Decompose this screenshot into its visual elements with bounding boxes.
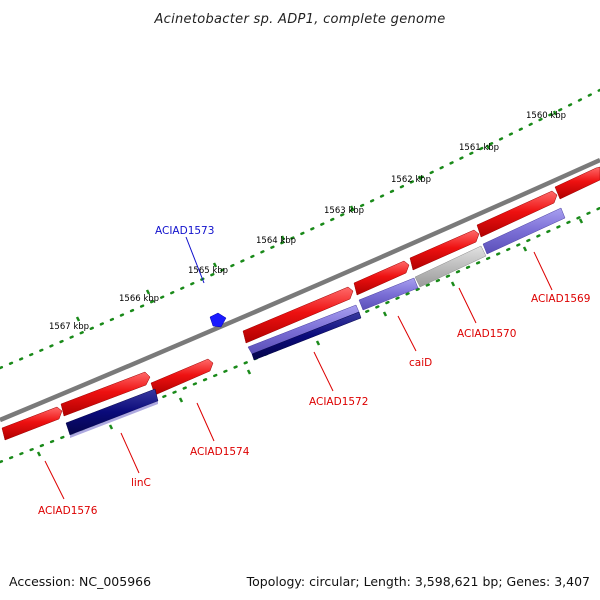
gene-label-linC[interactable]: linC: [131, 477, 151, 489]
gene-label-ACIAD1573[interactable]: ACIAD1573: [155, 225, 214, 237]
kbp-label: 1560 kbp: [526, 111, 566, 121]
gene-feature[interactable]: [1, 406, 63, 441]
gene-feature: [70, 401, 158, 438]
gene-label-caiD[interactable]: caiD: [409, 357, 432, 369]
gene-feature[interactable]: [482, 207, 566, 255]
outer-major-ticks: [75, 110, 558, 322]
gene-marker-ACIAD1573[interactable]: [209, 312, 227, 328]
kbp-label: 1565 kbp: [188, 266, 228, 276]
gene-labels: ACIAD1573 ACIAD1569 ACIAD1570 caiD ACIAD…: [38, 225, 590, 517]
gene-label-ACIAD1572[interactable]: ACIAD1572: [309, 396, 368, 408]
genome-summary-text: Topology: circular; Length: 3,598,621 bp…: [246, 574, 590, 589]
reverse-genes: [65, 207, 566, 438]
kbp-label: 1567 kbp: [49, 322, 89, 332]
gene-feature[interactable]: [358, 277, 419, 311]
gene-feature[interactable]: [414, 245, 487, 288]
gene-feature[interactable]: [242, 286, 354, 344]
gene-label-ACIAD1570[interactable]: ACIAD1570: [457, 328, 516, 340]
kbp-label: 1562 kbp: [391, 175, 431, 185]
kbp-labels: 1560 kbp 1561 kbp 1562 kbp 1563 kbp 1564…: [49, 111, 566, 332]
kbp-label: 1561 kbp: [459, 143, 499, 153]
gene-feature[interactable]: [60, 371, 151, 417]
map-title: Acinetobacter sp. ADP1, complete genome: [153, 12, 445, 27]
gene-label-ACIAD1574[interactable]: ACIAD1574: [190, 446, 250, 458]
forward-genes: [1, 166, 600, 441]
kbp-label: 1563 kbp: [324, 206, 364, 216]
gene-feature[interactable]: [476, 190, 558, 238]
gene-label-ACIAD1576[interactable]: ACIAD1576: [38, 505, 98, 517]
gene-label-ACIAD1569[interactable]: ACIAD1569: [531, 293, 590, 305]
inner-major-ticks: [36, 218, 584, 457]
kbp-label: 1566 kbp: [119, 294, 159, 304]
genome-backbone: [0, 157, 600, 423]
outer-tick-track: [0, 88, 600, 370]
label-leaders: [44, 236, 553, 500]
gene-feature[interactable]: [409, 229, 480, 271]
gene-feature[interactable]: [353, 260, 410, 296]
gene-feature[interactable]: [251, 311, 362, 361]
kbp-label: 1564 kbp: [256, 236, 296, 246]
accession-text: Accession: NC_005966: [9, 574, 151, 589]
gene-feature[interactable]: [554, 166, 600, 200]
gene-feature[interactable]: [150, 358, 214, 396]
